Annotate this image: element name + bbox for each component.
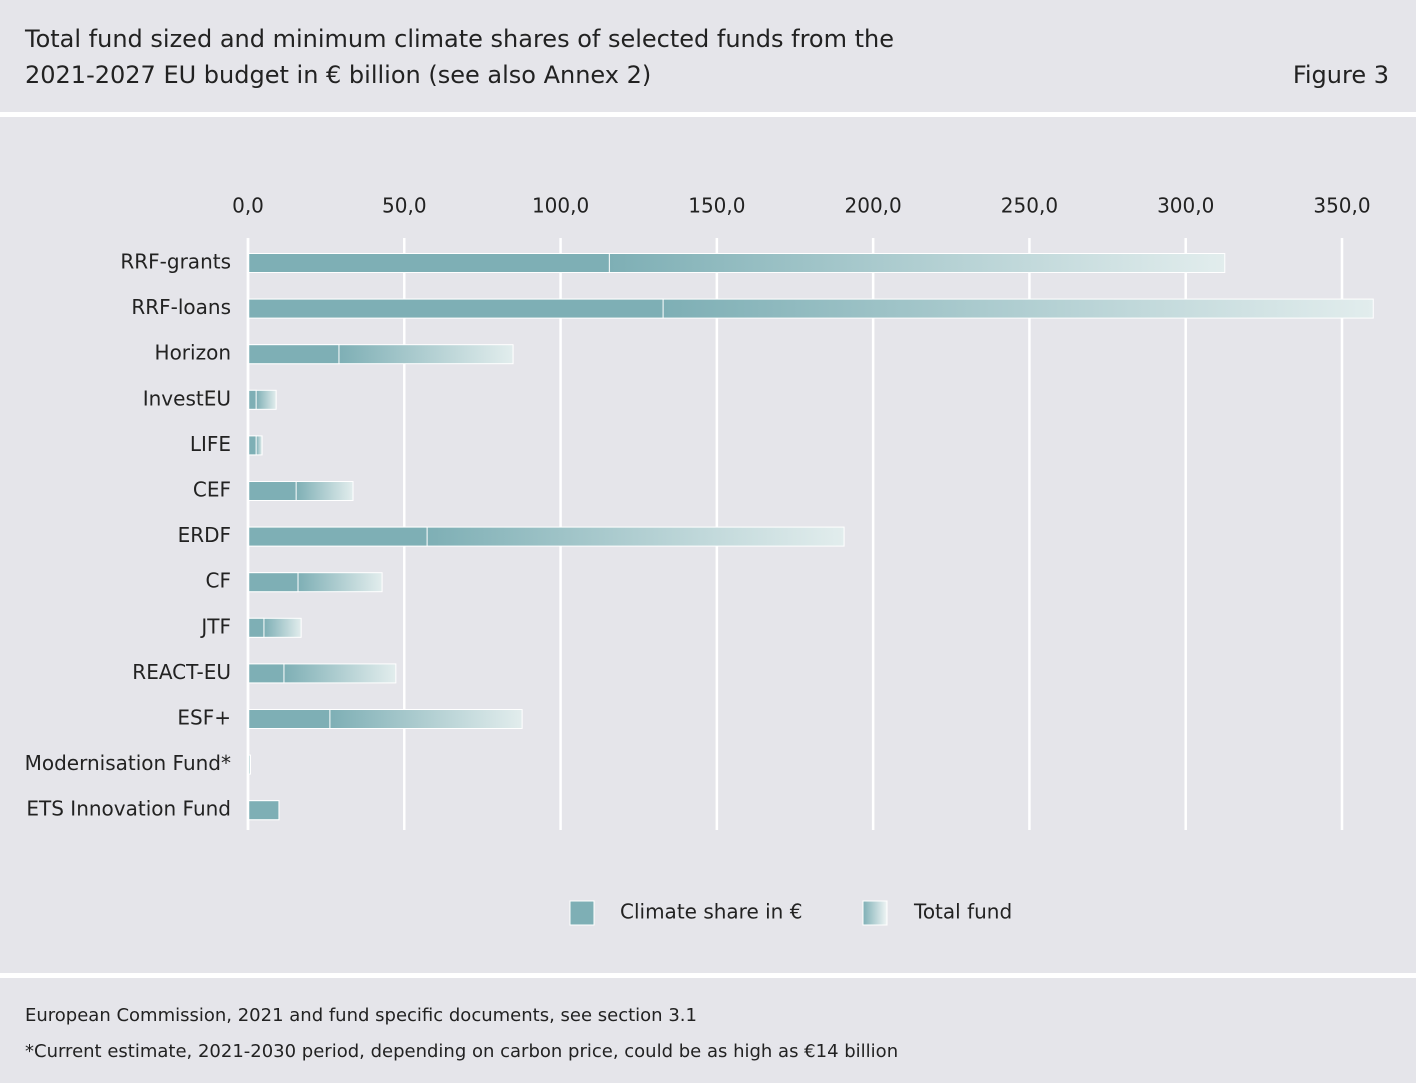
climate-bar: [247, 800, 280, 821]
y-tick-label: InvestEU: [143, 386, 231, 410]
y-tick-label: JTF: [199, 614, 231, 638]
legend-label: Climate share in €: [620, 900, 802, 924]
y-tick-label: ESF+: [177, 706, 231, 730]
x-tick-label: 300,0: [1157, 194, 1214, 218]
y-tick-label: ETS Innovation Fund: [26, 797, 231, 821]
y-tick-label: REACT-EU: [132, 660, 231, 684]
note: *Current estimate, 2021-2030 period, dep…: [25, 1041, 898, 1062]
source: European Commission, 2021 and fund speci…: [25, 1005, 697, 1026]
divider: [0, 973, 1416, 978]
climate-bar: [247, 572, 299, 593]
x-tick-label: 200,0: [845, 194, 902, 218]
legend-label: Total fund: [913, 900, 1012, 924]
x-tick-label: 100,0: [532, 194, 589, 218]
y-tick-label: CF: [206, 569, 231, 593]
chart-title: 2021-2027 EU budget in € billion (see al…: [25, 61, 651, 89]
climate-bar: [247, 709, 331, 729]
x-tick-label: 350,0: [1313, 194, 1370, 218]
legend-swatch: [862, 900, 888, 926]
x-tick-label: 0,0: [232, 194, 264, 218]
y-tick-label: RRF-grants: [120, 250, 231, 274]
y-tick-label: Horizon: [155, 341, 231, 365]
y-tick-label: RRF-loans: [131, 295, 231, 319]
climate-bar: [247, 526, 428, 547]
climate-bar: [247, 298, 664, 319]
y-tick-label: LIFE: [190, 432, 231, 456]
x-tick-label: 150,0: [688, 194, 745, 218]
climate-bar: [247, 617, 265, 638]
climate-bar: [247, 344, 340, 365]
climate-bar: [247, 481, 297, 501]
climate-bar: [247, 663, 285, 684]
legend-swatch: [569, 900, 595, 926]
figure-label: Figure 3: [1293, 61, 1389, 89]
y-tick-label: CEF: [193, 478, 231, 502]
x-tick-label: 50,0: [382, 194, 427, 218]
chart-title: Total fund sized and minimum climate sha…: [24, 25, 894, 53]
y-tick-label: ERDF: [178, 523, 231, 547]
x-tick-label: 250,0: [1001, 194, 1058, 218]
y-tick-label: Modernisation Fund*: [25, 751, 231, 775]
climate-bar: [247, 253, 610, 273]
divider: [0, 112, 1416, 117]
